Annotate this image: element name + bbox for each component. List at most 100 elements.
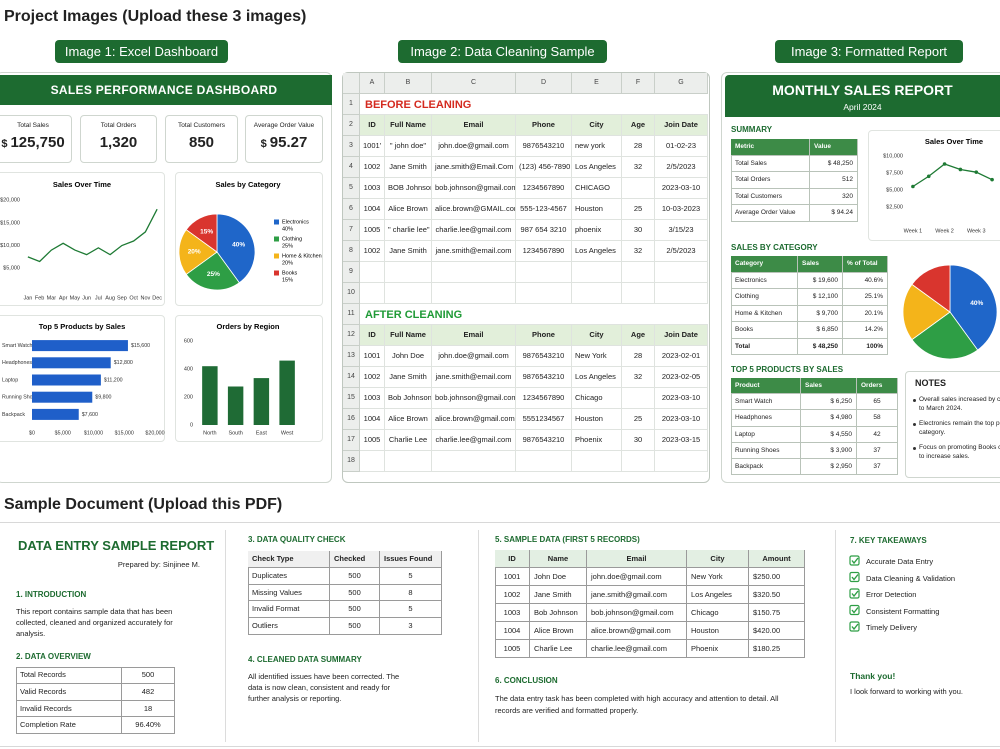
bullet — [913, 399, 916, 402]
row-number: 7 — [343, 220, 360, 241]
column-divider — [225, 530, 226, 742]
table-cell: Total Orders — [731, 172, 810, 189]
table-cell: 1002 — [495, 586, 530, 604]
sheet-cell: 1234567890 — [516, 178, 572, 199]
table-header-cell: Checked — [330, 551, 380, 568]
kpi-label: Total Sales — [17, 122, 49, 129]
sheet-cell: bob.johnson@gmail.com — [432, 388, 516, 409]
column-header: C — [432, 73, 516, 94]
sheet-header-cell: ID — [360, 325, 385, 346]
sheet-cell: 32 — [622, 157, 655, 178]
bullet — [913, 447, 916, 450]
row-number: 14 — [343, 367, 360, 388]
section-heading: 6. CONCLUSION — [495, 676, 558, 685]
table-cell: 65 — [857, 394, 898, 411]
sheet-cell: 2/5/2023 — [655, 157, 708, 178]
sheet-cell: 32 — [622, 241, 655, 262]
row-number: 10 — [343, 283, 360, 304]
kpi-value: 850 — [188, 134, 215, 151]
table-cell: 5 — [380, 567, 442, 585]
table-header-cell: Amount — [749, 550, 805, 568]
spreadsheet-panel — [342, 72, 710, 483]
table — [16, 667, 175, 735]
sheet-cell — [622, 283, 655, 304]
section-heading: 4. CLEANED DATA SUMMARY — [248, 655, 362, 664]
sheet-cell: 1002 — [360, 367, 385, 388]
sheet-cell: 1002 — [360, 157, 385, 178]
table-cell: $ 9,700 — [798, 305, 843, 322]
row-number: 15 — [343, 388, 360, 409]
table-header-cell: ID — [495, 550, 530, 568]
sheet-cell: " charlie lee" — [385, 220, 432, 241]
table-cell: Clothing — [731, 289, 798, 306]
sheet-cell: 1003 — [360, 178, 385, 199]
sheet-cell — [360, 262, 385, 283]
report-title: MONTHLY SALES REPORT — [772, 82, 953, 98]
row-number: 5 — [343, 178, 360, 199]
sheet-cell: 28 — [622, 136, 655, 157]
sheet-cell: Los Angeles — [572, 367, 622, 388]
sheet-section-title: AFTER CLEANING — [360, 304, 708, 325]
row-number: 8 — [343, 241, 360, 262]
sheet-cell — [622, 388, 655, 409]
table-cell: $150.75 — [749, 604, 805, 622]
table-cell: $ 6,250 — [801, 394, 857, 411]
sheet-cell: Phoenix — [572, 430, 622, 451]
table-header-cell: Email — [587, 550, 687, 568]
sheet-cell: 1003 — [360, 388, 385, 409]
table-cell: 58 — [857, 410, 898, 427]
table-cell: Average Order Value — [731, 205, 810, 222]
sheet-cell: 9876543210 — [516, 430, 572, 451]
sheet-header-cell: ID — [360, 115, 385, 136]
table-cell: $ 12,100 — [798, 289, 843, 306]
table-cell: Phoenix — [687, 640, 749, 658]
sheet-cell: 9876543210 — [516, 346, 572, 367]
row-number: 1 — [343, 94, 360, 115]
checklist-item: Accurate Data Entry — [866, 557, 934, 566]
table-cell: Total Sales — [731, 155, 810, 172]
section-heading: SUMMARY — [731, 125, 773, 134]
sheet-cell: jane.smith@email.com — [432, 367, 516, 388]
sheet-cell: BOB Johnson — [385, 178, 432, 199]
sheet-cell: 1001' — [360, 136, 385, 157]
sheet-cell: Houston — [572, 199, 622, 220]
sheet-cell: 30 — [622, 220, 655, 241]
sheet-cell: phoenix — [572, 220, 622, 241]
sheet-cell: 10-03-2023 — [655, 199, 708, 220]
sheet-cell: jane.smith@email.com — [432, 241, 516, 262]
table-header-cell: Orders — [857, 378, 898, 395]
table-cell: Alice Brown — [530, 622, 587, 640]
sheet-header-cell: City — [572, 325, 622, 346]
kpi-prefix: $ — [1, 138, 8, 150]
sheet-cell: Los Angeles — [572, 157, 622, 178]
sheet-cell: new york — [572, 136, 622, 157]
bullet — [913, 423, 916, 426]
row-number: 11 — [343, 304, 360, 325]
table-cell: bob.johnson@gmail.com — [587, 604, 687, 622]
table-cell: 18 — [122, 700, 175, 718]
sheet-cell: 9876543210 — [516, 367, 572, 388]
sheet-cell: 1004 — [360, 199, 385, 220]
table-header-cell: Category — [731, 256, 798, 273]
sheet-cell — [360, 283, 385, 304]
table-cell: Charlie Lee — [530, 640, 587, 658]
section-heading: 7. KEY TAKEAWAYS — [850, 536, 927, 545]
table-cell: 482 — [122, 683, 175, 701]
table-cell: Invalid Format — [248, 601, 330, 619]
sheet-cell: 9876543210 — [516, 136, 572, 157]
table-cell: $ 3,900 — [801, 442, 857, 459]
image-label: Image 1: Excel Dashboard — [55, 40, 228, 63]
chart-box — [0, 315, 165, 442]
table-cell: john.doe@gmail.com — [587, 568, 687, 586]
section-heading: 5. SAMPLE DATA (FIRST 5 RECORDS) — [495, 535, 640, 544]
image-label: Image 3: Formatted Report — [775, 40, 963, 63]
sheet-cell: " john doe" — [385, 136, 432, 157]
kpi-value-row: 850 — [165, 134, 238, 156]
table-cell: jane.smith@gmail.com — [587, 586, 687, 604]
kpi-label: Total Orders — [100, 122, 137, 129]
table-cell: 5 — [380, 601, 442, 619]
table-cell: 1005 — [495, 640, 530, 658]
sheet-cell: 2023-03-15 — [655, 430, 708, 451]
doc-author: Prepared by: Sinjinee M. — [117, 560, 200, 569]
table-cell: 500 — [330, 601, 380, 619]
